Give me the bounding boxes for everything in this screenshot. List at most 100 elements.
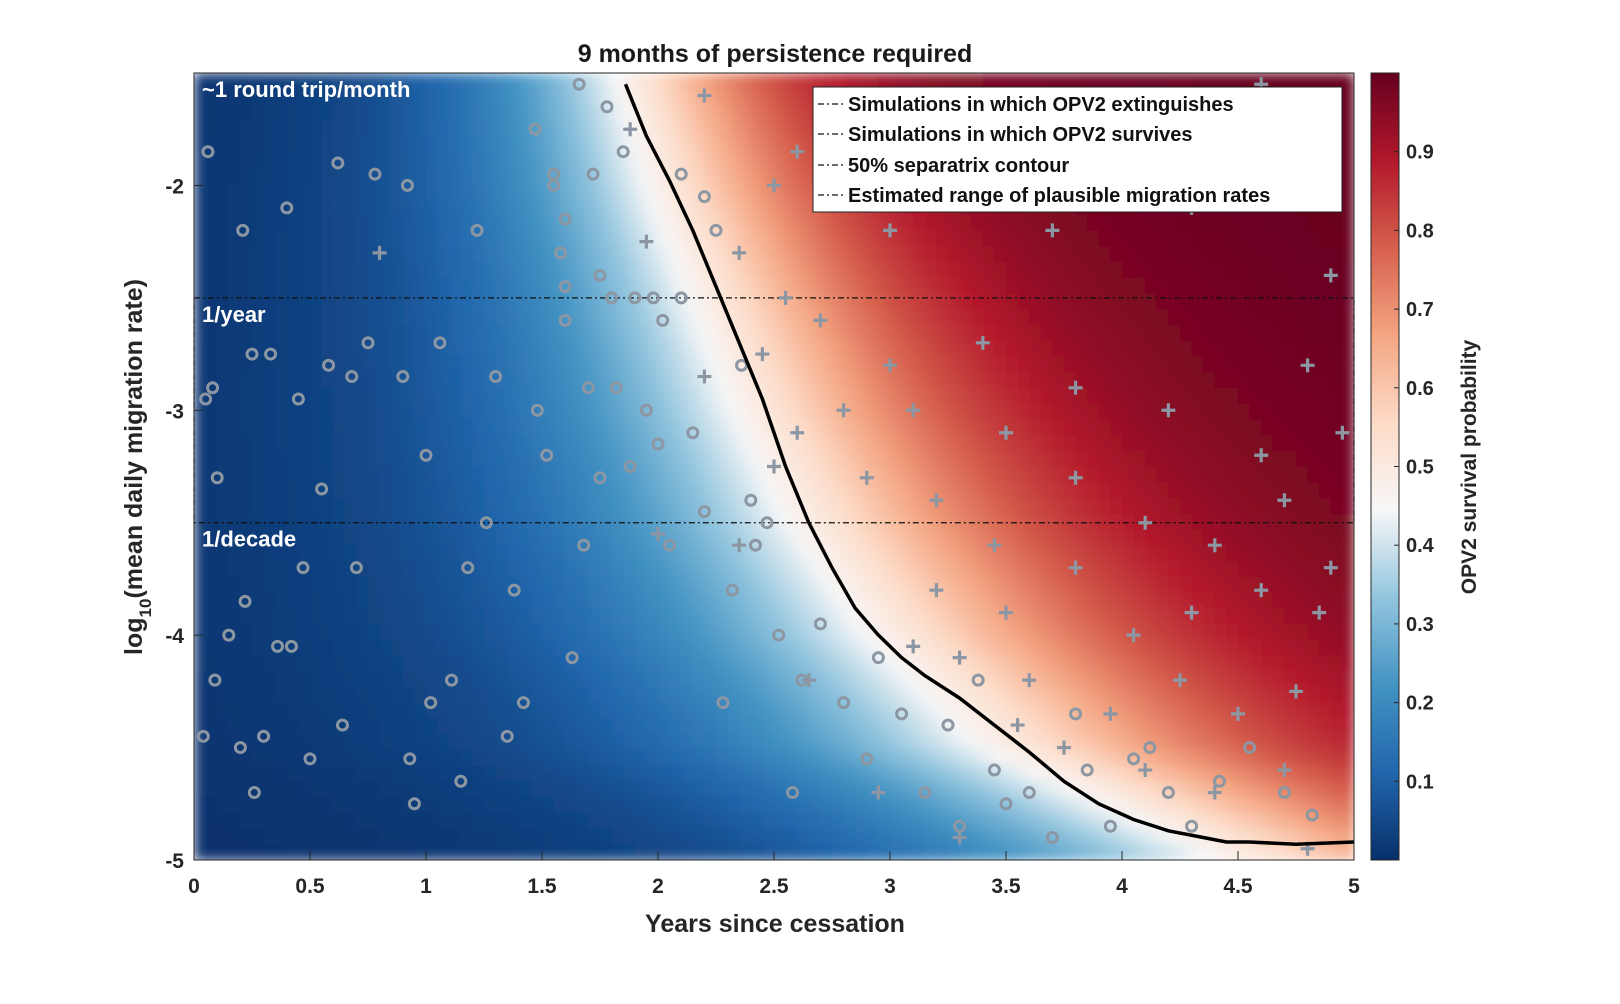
heatmap-cell — [1180, 640, 1193, 657]
heatmap-cell — [693, 797, 706, 814]
heatmap-cell — [1029, 640, 1042, 657]
heatmap-cell — [936, 325, 949, 342]
heatmap-cell — [1261, 545, 1274, 562]
heatmap-cell — [1238, 467, 1251, 484]
heatmap-cell — [403, 734, 416, 751]
heatmap-cell — [496, 766, 509, 783]
heatmap-cell — [194, 781, 207, 798]
heatmap-cell — [623, 577, 636, 594]
heatmap-cell — [1203, 655, 1216, 672]
heatmap-cell — [588, 419, 601, 436]
heatmap-cell — [1250, 293, 1263, 310]
heatmap-cell — [1029, 309, 1042, 326]
heatmap-cell — [809, 781, 822, 798]
heatmap-cell — [1157, 419, 1170, 436]
heatmap-cell — [925, 514, 938, 531]
heatmap-cell — [936, 734, 949, 751]
heatmap-cell — [1180, 687, 1193, 704]
heatmap-cell — [1342, 545, 1355, 562]
heatmap-cell — [1064, 592, 1077, 609]
heatmap-cell — [542, 215, 555, 232]
heatmap-cell — [542, 813, 555, 830]
heatmap-cell — [1168, 624, 1181, 641]
heatmap-cell — [229, 136, 242, 153]
heatmap-cell — [554, 419, 567, 436]
heatmap-cell — [913, 482, 926, 499]
heatmap-cell — [762, 813, 775, 830]
heatmap-cell — [1273, 404, 1286, 421]
heatmap-cell — [484, 844, 497, 861]
heatmap-cell — [519, 467, 532, 484]
heatmap-cell — [739, 608, 752, 625]
heatmap-cell — [217, 577, 230, 594]
heatmap-cell — [890, 671, 903, 688]
heatmap-cell — [612, 419, 625, 436]
heatmap-cell — [716, 230, 729, 247]
heatmap-cell — [994, 844, 1007, 861]
heatmap-cell — [774, 230, 787, 247]
heatmap-cell — [1238, 388, 1251, 405]
heatmap-cell — [577, 105, 590, 122]
heatmap-cell — [252, 829, 265, 846]
heatmap-cell — [704, 703, 717, 720]
heatmap-cell — [704, 718, 717, 735]
heatmap-cell — [600, 703, 613, 720]
heatmap-cell — [681, 183, 694, 200]
heatmap-cell — [890, 419, 903, 436]
heatmap-cell — [507, 844, 520, 861]
heatmap-cell — [1157, 703, 1170, 720]
heatmap-cell — [844, 230, 857, 247]
heatmap-cell — [1342, 356, 1355, 373]
heatmap-cell — [391, 230, 404, 247]
heatmap-cell — [820, 687, 833, 704]
heatmap-cell — [1006, 687, 1019, 704]
heatmap-cell — [1145, 230, 1158, 247]
heatmap-cell — [310, 388, 323, 405]
heatmap-cell — [762, 356, 775, 373]
heatmap-cell — [577, 624, 590, 641]
heatmap-cell — [414, 718, 427, 735]
heatmap-cell — [786, 215, 799, 232]
heatmap-cell — [1342, 671, 1355, 688]
heatmap-cell — [1064, 215, 1077, 232]
heatmap-cell — [983, 734, 996, 751]
heatmap-cell — [438, 766, 451, 783]
heatmap-cell — [751, 829, 764, 846]
heatmap-cell — [925, 797, 938, 814]
heatmap-cell — [1110, 309, 1123, 326]
heatmap-cell — [925, 435, 938, 452]
heatmap-cell — [298, 105, 311, 122]
heatmap-cell — [902, 230, 915, 247]
heatmap-cell — [472, 561, 485, 578]
heatmap-cell — [588, 766, 601, 783]
heatmap-cell — [844, 388, 857, 405]
heatmap-cell — [948, 404, 961, 421]
heatmap-cell — [739, 152, 752, 169]
heatmap-cell — [658, 419, 671, 436]
heatmap-cell — [1273, 293, 1286, 310]
heatmap-cell — [820, 624, 833, 641]
heatmap-cell — [855, 718, 868, 735]
heatmap-cell — [275, 230, 288, 247]
heatmap-cell — [206, 608, 219, 625]
heatmap-cell — [1168, 545, 1181, 562]
heatmap-cell — [983, 608, 996, 625]
heatmap-cell — [1331, 325, 1344, 342]
heatmap-cell — [878, 813, 891, 830]
heatmap-cell — [368, 372, 381, 389]
heatmap-cell — [414, 577, 427, 594]
heatmap-cell — [484, 797, 497, 814]
heatmap-cell — [449, 262, 462, 279]
heatmap-cell — [1284, 592, 1297, 609]
heatmap-cell — [1342, 813, 1355, 830]
heatmap-cell — [809, 750, 822, 767]
heatmap-cell — [206, 230, 219, 247]
heatmap-cell — [310, 829, 323, 846]
heatmap-cell — [1203, 325, 1216, 342]
heatmap-cell — [1157, 750, 1170, 767]
heatmap-cell — [786, 687, 799, 704]
heatmap-cell — [1110, 530, 1123, 547]
heatmap-cell — [403, 120, 416, 137]
heatmap-cell — [832, 419, 845, 436]
